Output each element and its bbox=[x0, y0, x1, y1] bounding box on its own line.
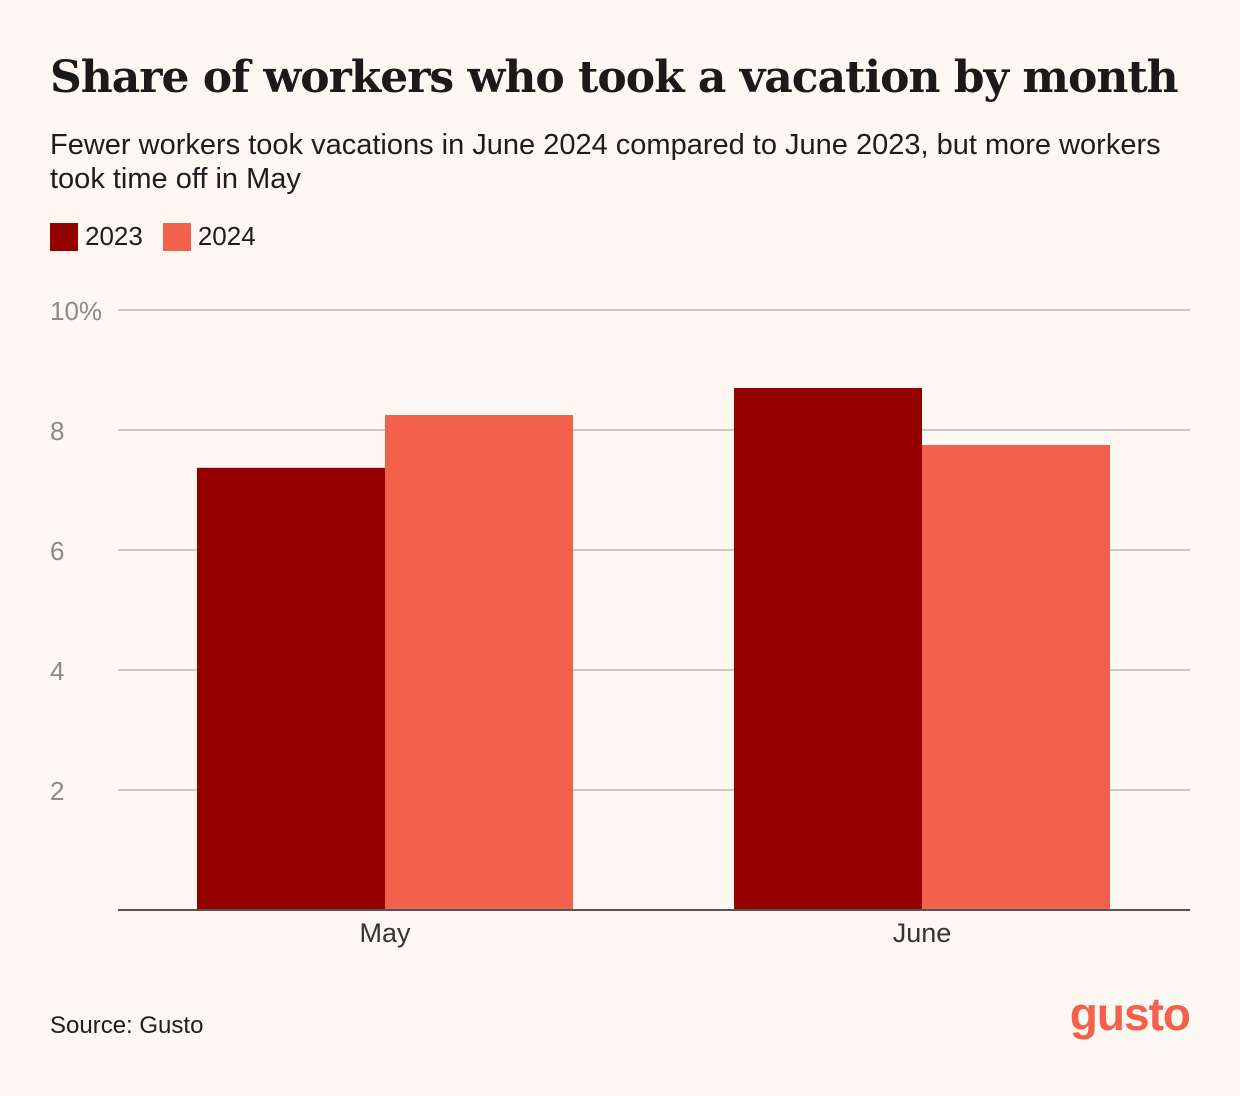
y-tick-label-4: 4 bbox=[50, 656, 64, 686]
chart-title: Share of workers who took a vacation by … bbox=[50, 52, 1179, 103]
bar-may-2024 bbox=[385, 415, 573, 910]
bar-may-2023 bbox=[197, 467, 385, 910]
legend-swatch-2024 bbox=[162, 222, 191, 251]
legend-item-2024: 2024 bbox=[162, 221, 256, 252]
gusto-logo: gusto bbox=[1070, 988, 1191, 1040]
bar-june-2024 bbox=[922, 445, 1110, 910]
y-tick-label-8: 8 bbox=[50, 416, 64, 446]
source-note: Source: Gusto bbox=[50, 1012, 204, 1039]
legend-label-2024: 2024 bbox=[197, 221, 256, 251]
bar-june-2023 bbox=[734, 388, 922, 910]
legend-label-2023: 2023 bbox=[85, 221, 143, 251]
y-tick-label-6: 6 bbox=[50, 536, 64, 566]
legend: 2023 2024 bbox=[50, 221, 276, 252]
x-tick-label-june: June bbox=[893, 918, 952, 948]
logo-wordmark: gusto bbox=[1070, 988, 1190, 1040]
y-tick-label-2: 2 bbox=[50, 776, 64, 806]
legend-swatch-2023 bbox=[50, 222, 78, 251]
legend-item-2023: 2023 bbox=[50, 221, 143, 252]
x-tick-label-may: May bbox=[359, 918, 411, 948]
y-tick-label-10: 10% bbox=[50, 296, 102, 326]
chart-subtitle: Fewer workers took vacations in June 202… bbox=[50, 129, 1161, 195]
